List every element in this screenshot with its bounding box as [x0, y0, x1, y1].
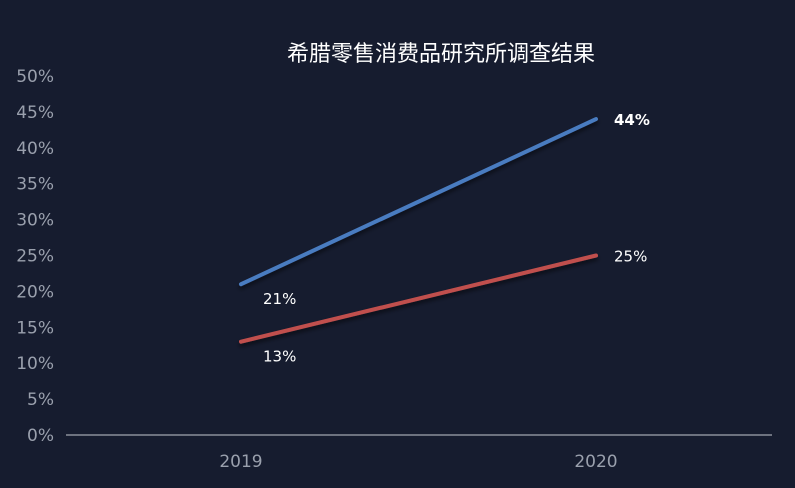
data-labels: 21% 44% 13% 25%	[263, 111, 650, 366]
y-tick-label: 40%	[16, 139, 54, 159]
y-tick-label: 25%	[16, 247, 54, 267]
data-label: 25%	[614, 248, 647, 266]
series-lines	[239, 117, 598, 344]
y-tick-label: 35%	[16, 175, 54, 195]
y-tick-label: 0%	[27, 426, 54, 446]
y-tick-label: 20%	[16, 282, 54, 302]
series-line-1	[239, 253, 598, 344]
y-tick-label: 15%	[16, 318, 54, 338]
y-tick-label: 45%	[16, 103, 54, 123]
y-tick-label: 5%	[27, 390, 54, 410]
y-tick-label: 10%	[16, 354, 54, 374]
y-axis-ticks: 0% 5% 10% 15% 20% 25% 30% 35% 40% 45% 50%	[16, 67, 54, 446]
data-label: 21%	[263, 290, 296, 308]
chart-title: 希腊零售消费品研究所调查结果	[287, 42, 595, 67]
x-tick-label: 2020	[574, 452, 617, 472]
data-label: 44%	[614, 111, 650, 129]
data-label: 13%	[263, 348, 296, 366]
y-tick-label: 30%	[16, 211, 54, 231]
x-tick-label: 2019	[219, 452, 262, 472]
y-tick-label: 50%	[16, 67, 54, 87]
x-axis-ticks: 2019 2020	[219, 452, 617, 472]
series-line-0	[239, 117, 598, 287]
